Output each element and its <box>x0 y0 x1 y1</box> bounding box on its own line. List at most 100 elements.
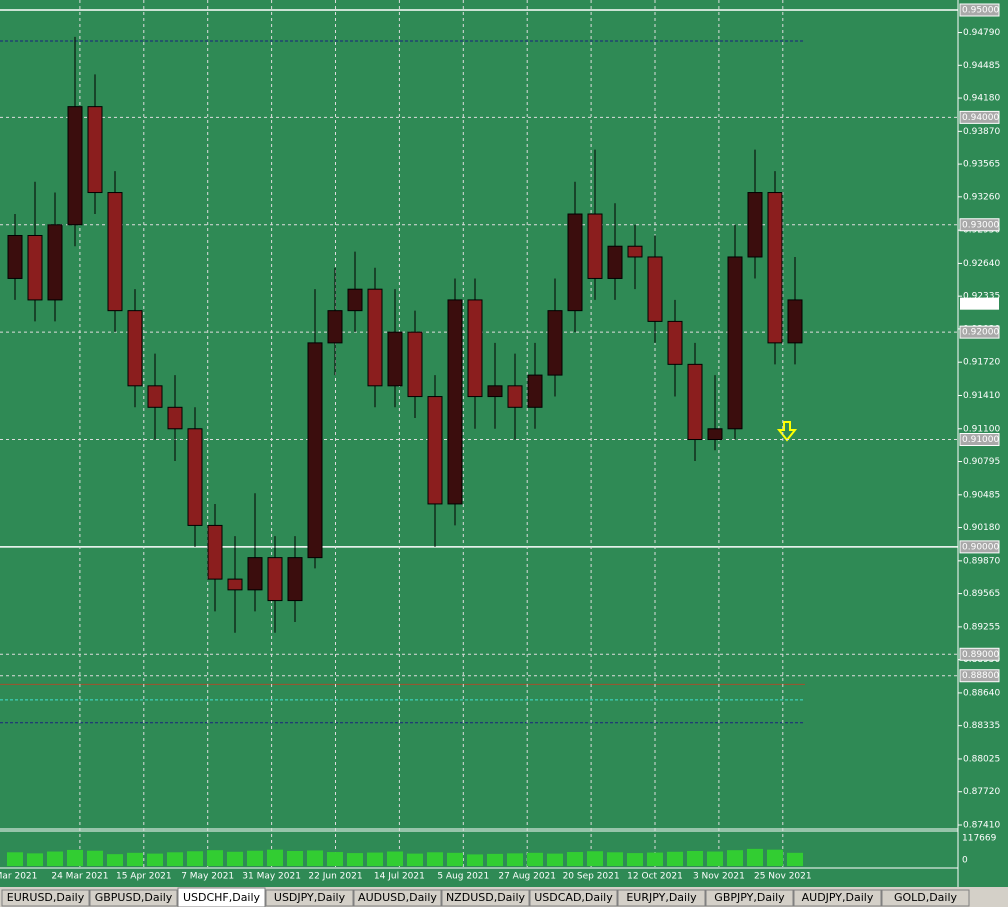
candle-body <box>407 331 423 398</box>
y-tick-label: 0.93565 <box>963 160 1000 170</box>
volume-bar <box>27 853 43 866</box>
volume-bar <box>547 853 563 866</box>
tab[interactable] <box>353 889 442 907</box>
volume-bar <box>567 852 583 866</box>
tab-label[interactable]: EURUSD,Daily <box>7 891 85 904</box>
volume-bar <box>447 852 463 866</box>
last-price-label: 0.92265 <box>962 299 999 309</box>
candle-body <box>687 363 703 441</box>
tab[interactable] <box>705 889 794 907</box>
volume-bar <box>47 851 63 866</box>
volume-bar <box>327 852 343 866</box>
level-label: 0.89000 <box>962 650 999 660</box>
volume-bar <box>487 853 503 866</box>
candle-body <box>467 299 483 398</box>
tab[interactable] <box>617 889 706 907</box>
level-box <box>959 110 1000 124</box>
x-tick-label: 27 Aug 2021 <box>498 872 556 882</box>
volume-bar <box>407 853 423 866</box>
y-tick-label: 0.91720 <box>963 358 1000 368</box>
tab-label[interactable]: AUDUSD,Daily <box>358 891 437 904</box>
x-tick-label: 22 Jun 2021 <box>308 872 362 882</box>
tab[interactable] <box>1 889 90 907</box>
candle-body <box>27 234 43 301</box>
level-label: 0.91000 <box>962 435 999 445</box>
tab-label[interactable]: NZDUSD,Daily <box>446 891 526 904</box>
tab[interactable] <box>793 889 882 907</box>
level-box <box>959 433 1000 447</box>
tab-label[interactable]: GOLD,Daily <box>894 891 958 904</box>
y-tick-label: 0.89870 <box>963 556 1000 566</box>
last-price-box <box>960 297 999 310</box>
y-tick-label: 0.92640 <box>963 259 1000 269</box>
candle-body <box>387 331 403 387</box>
volume-bar <box>87 850 103 866</box>
tab-label[interactable]: GBPJPY,Daily <box>714 891 785 904</box>
x-tick-label: 24 Mar 2021 <box>51 872 108 882</box>
tab[interactable] <box>441 889 530 907</box>
y-tick-label: 0.94485 <box>963 61 1000 71</box>
volume-bar <box>147 853 163 866</box>
candle-body <box>7 234 23 279</box>
x-tick-label: 7 May 2021 <box>181 872 234 882</box>
tab[interactable] <box>265 889 354 907</box>
candle-body <box>707 428 723 441</box>
volume-bar <box>667 851 683 866</box>
level-box <box>959 3 1000 17</box>
candle-body <box>347 288 363 312</box>
volume-bar <box>207 850 223 866</box>
candle-body <box>747 192 763 258</box>
volume-bar <box>367 852 383 866</box>
candle-body <box>107 192 123 312</box>
volume-tick-label: 0 <box>962 856 968 866</box>
level-box <box>959 647 1000 661</box>
y-tick-label: 0.89565 <box>963 589 1000 599</box>
tab-label[interactable]: USDCAD,Daily <box>534 891 613 904</box>
y-tick-label: 0.94790 <box>963 28 1000 38</box>
volume-bar <box>607 852 623 866</box>
tab-label[interactable]: USDJPY,Daily <box>274 891 346 904</box>
x-tick-label: 5 Aug 2021 <box>437 872 489 882</box>
y-tick-label: 0.90180 <box>963 523 1000 533</box>
x-tick-label: 20 Sep 2021 <box>563 872 620 882</box>
tab[interactable] <box>89 889 178 907</box>
y-tick-label: 0.87410 <box>963 821 1000 831</box>
y-tick-label: 0.88640 <box>963 688 1000 698</box>
candle-body <box>67 106 83 226</box>
x-tick-label: 14 Jul 2021 <box>374 872 425 882</box>
volume-bar <box>467 854 483 866</box>
y-tick-label: 0.91410 <box>963 391 1000 401</box>
tab-label[interactable]: EURJPY,Daily <box>626 891 697 904</box>
volume-bar <box>767 849 783 866</box>
level-label: 0.92000 <box>962 328 999 338</box>
tab-label[interactable]: AUDJPY,Daily <box>802 891 874 904</box>
volume-bar <box>647 852 663 866</box>
candle-body <box>667 320 683 365</box>
candle-body <box>607 245 623 279</box>
x-tick-label: Mar 2021 <box>0 872 37 882</box>
y-tick-label: 0.88335 <box>963 721 1000 731</box>
volume-bar <box>787 852 803 866</box>
volume-bar <box>687 850 703 866</box>
level-box <box>959 669 1000 683</box>
tab[interactable] <box>177 887 266 907</box>
y-tick-label: 0.93260 <box>963 192 1000 202</box>
volume-bar <box>747 848 763 866</box>
candle-body <box>307 342 323 559</box>
y-tick-label: 0.88025 <box>963 754 1000 764</box>
candle-body <box>587 213 603 279</box>
candle-body <box>427 396 443 505</box>
tab-label[interactable]: GBPUSD,Daily <box>95 891 173 904</box>
level-box <box>959 540 1000 554</box>
candle-body <box>147 385 163 408</box>
volume-bar <box>627 853 643 866</box>
tab-label[interactable]: USDCHF,Daily <box>183 891 261 904</box>
volume-bar <box>167 852 183 866</box>
candle-body <box>647 256 663 322</box>
tab[interactable] <box>881 889 970 907</box>
volume-bar <box>287 850 303 866</box>
volume-bar <box>127 852 143 866</box>
tab[interactable] <box>529 889 618 907</box>
candle-body <box>527 374 543 408</box>
level-box <box>959 325 1000 339</box>
